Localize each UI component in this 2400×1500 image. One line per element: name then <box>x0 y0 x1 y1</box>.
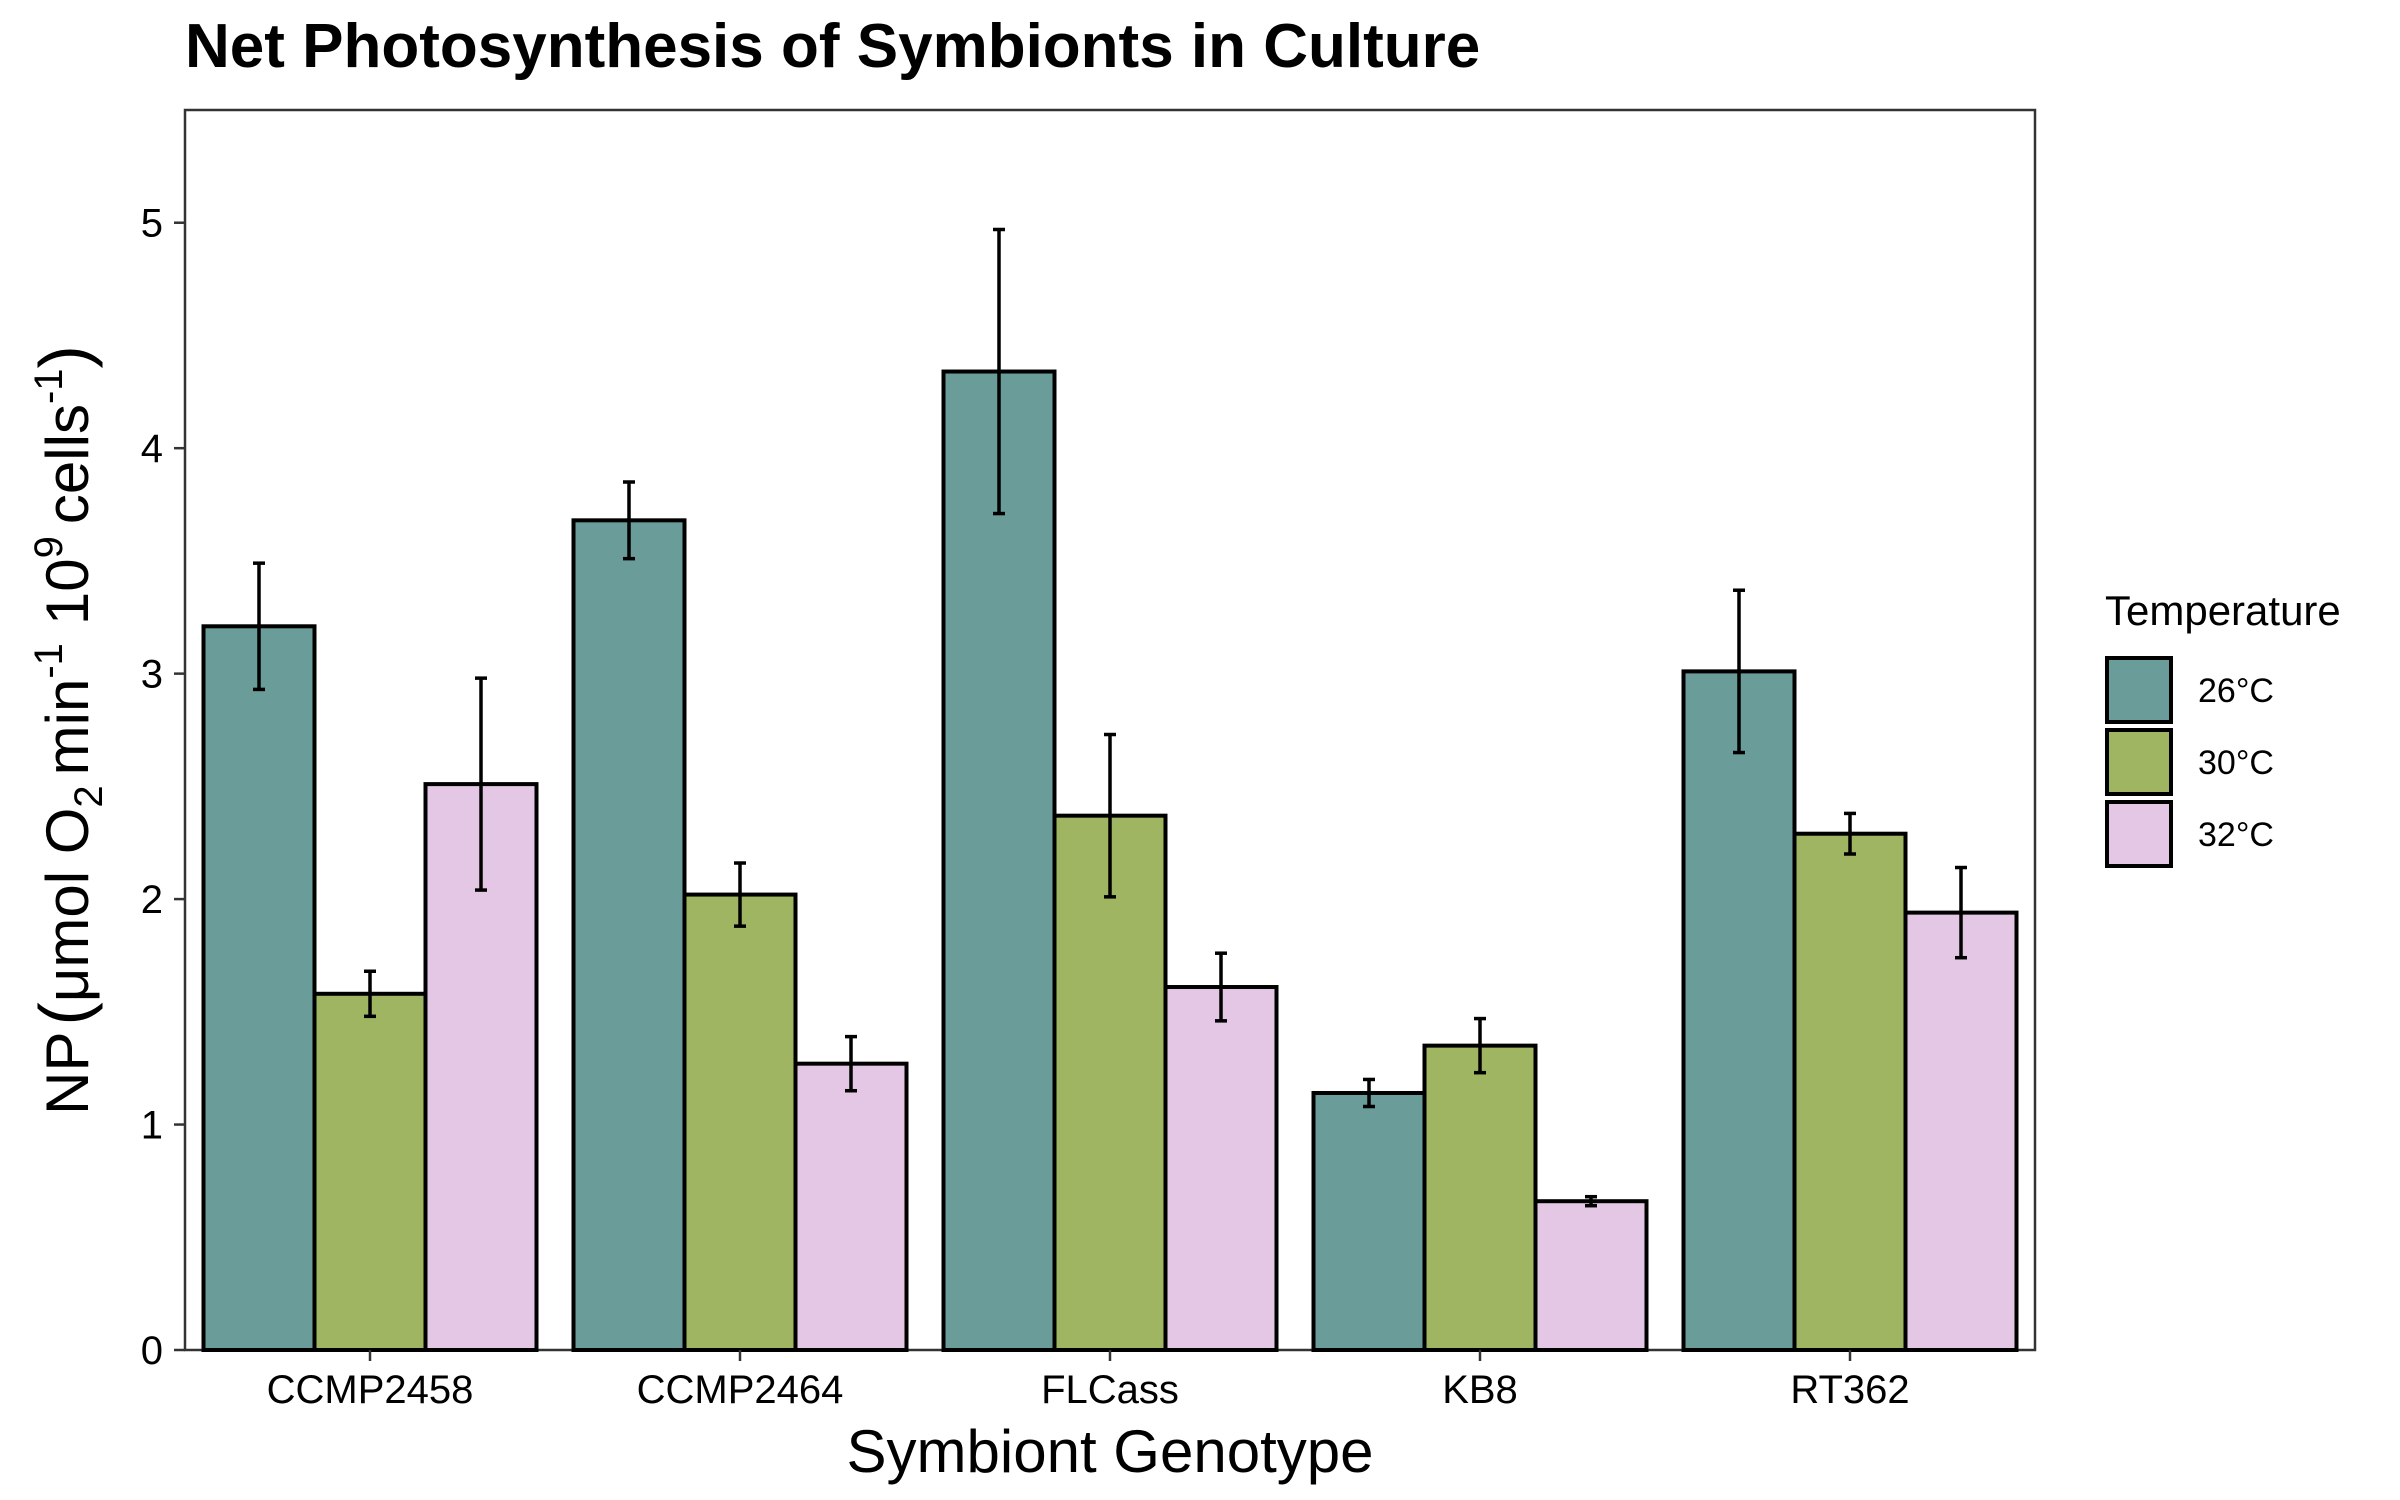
chart-title: Net Photosynthesis of Symbionts in Cultu… <box>185 12 1480 81</box>
bar-ccmp2464-1 <box>682 892 798 1353</box>
y-axis-title-cells-exponent: -1 <box>27 368 71 404</box>
y-axis-title-prefix: NP <box>34 1031 101 1114</box>
error-bar-ccmp2464-1 <box>734 861 746 928</box>
y-tick-label: 3 <box>141 653 163 697</box>
y-axis-title-o2-subscript: 2 <box>67 785 111 807</box>
bar-rt362-0 <box>1681 669 1797 1352</box>
y-axis-title-paren-close: ) <box>25 345 103 368</box>
error-bar-flcass-1 <box>1104 732 1116 899</box>
y-axis-title-paren-open: ( <box>25 1002 103 1025</box>
legend-label: 32°C <box>2198 816 2274 854</box>
error-bar-ccmp2458-0 <box>253 561 265 692</box>
bar-kb8-2 <box>1533 1199 1649 1352</box>
legend-swatch <box>2105 800 2173 868</box>
x-tick-label: FLCass <box>1041 1368 1179 1412</box>
x-tick-label: CCMP2458 <box>267 1368 474 1412</box>
legend-label: 30°C <box>2198 744 2274 782</box>
error-bar-ccmp2464-2 <box>845 1034 857 1093</box>
error-bar-kb8-0 <box>1363 1077 1375 1109</box>
error-bar-flcass-2 <box>1215 951 1227 1023</box>
bar-ccmp2458-1 <box>312 991 428 1352</box>
legend-title: Temperature <box>2105 587 2341 634</box>
bars-layer <box>201 369 2019 1353</box>
y-tick-label: 4 <box>141 427 163 471</box>
legend: Temperature 26°C 30°C 32°C <box>2105 587 2341 868</box>
legend-swatch <box>2105 656 2173 724</box>
error-bar-kb8-2 <box>1585 1194 1597 1208</box>
error-bar-ccmp2458-2 <box>475 676 487 892</box>
y-tick-label: 2 <box>141 878 163 922</box>
bar-ccmp2464-2 <box>793 1061 909 1352</box>
x-tick-label: KB8 <box>1442 1368 1518 1412</box>
bar-ccmp2458-0 <box>201 624 317 1352</box>
bar-flcass-0 <box>941 369 1057 1352</box>
legend-label: 26°C <box>2198 672 2274 710</box>
y-axis-title-min: min <box>34 679 101 776</box>
legend-item: 26°C <box>2105 656 2274 724</box>
bar-rt362-1 <box>1792 831 1908 1352</box>
y-axis-title: NP(μmol O2min-1109cells-1) <box>25 345 111 1115</box>
legend-item: 30°C <box>2105 728 2274 796</box>
y-axis-title-ten: 10 <box>34 558 101 625</box>
y-axis-title-unit: μmol O <box>34 808 101 1003</box>
legend-items: 26°C 30°C 32°C <box>2105 656 2274 868</box>
legend-swatch <box>2105 728 2173 796</box>
bar-ccmp2464-0 <box>571 518 687 1352</box>
error-bar-flcass-0 <box>993 227 1005 516</box>
y-axis: 0 1 2 3 4 5 <box>141 202 185 1373</box>
y-tick-label: 1 <box>141 1104 163 1148</box>
x-axis: CCMP2458 CCMP2464 FLCass KB8 RT362 <box>267 1350 1910 1412</box>
legend-item: 32°C <box>2105 800 2274 868</box>
error-bar-kb8-1 <box>1474 1016 1486 1075</box>
x-tick-label: RT362 <box>1790 1368 1909 1412</box>
error-bar-rt362-2 <box>1955 865 1967 960</box>
y-axis-title-min-exponent: -1 <box>27 643 71 679</box>
error-bar-rt362-1 <box>1844 811 1856 856</box>
y-axis-title-cells: cells <box>34 404 101 524</box>
error-bar-ccmp2458-1 <box>364 969 376 1019</box>
errorbars-layer <box>253 227 1967 1208</box>
x-axis-title: Symbiont Genotype <box>847 1418 1374 1485</box>
bar-kb8-0 <box>1311 1090 1427 1352</box>
bar-flcass-2 <box>1163 985 1279 1352</box>
bar-rt362-2 <box>1903 910 2019 1352</box>
bar-kb8-1 <box>1422 1043 1538 1352</box>
x-tick-label: CCMP2464 <box>637 1368 844 1412</box>
error-bar-ccmp2464-0 <box>623 480 635 561</box>
y-axis-title-ten-exponent: 9 <box>27 536 71 558</box>
bar-ccmp2458-2 <box>423 782 539 1352</box>
y-tick-label: 0 <box>141 1329 163 1373</box>
error-bar-rt362-0 <box>1733 588 1745 755</box>
y-tick-label: 5 <box>141 202 163 246</box>
